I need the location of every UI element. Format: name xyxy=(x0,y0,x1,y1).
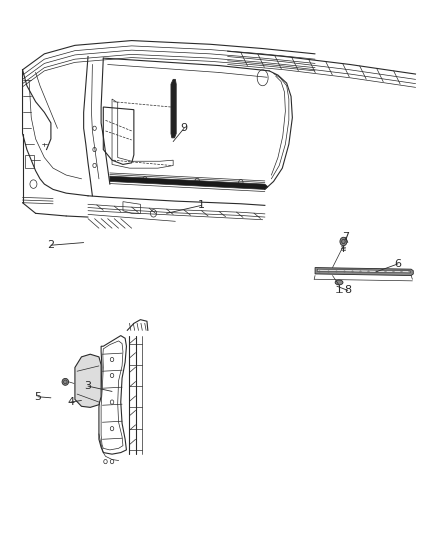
Text: 7: 7 xyxy=(342,232,349,243)
Text: 6: 6 xyxy=(395,259,402,269)
Ellipse shape xyxy=(335,280,343,285)
Text: 2: 2 xyxy=(47,240,54,250)
Text: 3: 3 xyxy=(85,381,92,391)
Polygon shape xyxy=(315,268,413,276)
Text: 8: 8 xyxy=(344,286,351,295)
Polygon shape xyxy=(75,354,101,407)
Text: 9: 9 xyxy=(180,123,187,133)
Polygon shape xyxy=(110,176,268,189)
Text: 1: 1 xyxy=(198,200,205,211)
Ellipse shape xyxy=(62,378,69,385)
Polygon shape xyxy=(171,79,176,138)
Text: 5: 5 xyxy=(34,392,41,402)
Circle shape xyxy=(340,237,347,246)
Polygon shape xyxy=(317,269,410,273)
Text: 4: 4 xyxy=(67,397,74,407)
FancyBboxPatch shape xyxy=(77,370,99,394)
